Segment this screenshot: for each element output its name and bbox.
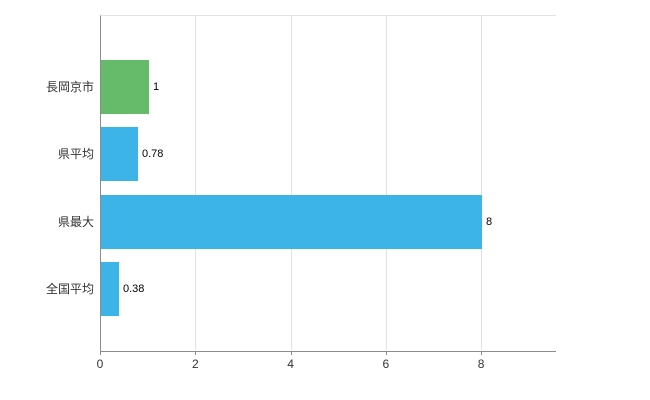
value-label: 1 bbox=[153, 80, 160, 93]
category-label: 全国平均 bbox=[45, 282, 94, 297]
bar bbox=[101, 262, 119, 317]
x-axis-tick bbox=[481, 351, 483, 355]
bar bbox=[101, 59, 149, 114]
value-label: 8 bbox=[486, 215, 493, 228]
x-tick-label: 0 bbox=[96, 357, 104, 371]
category-label: 県平均 bbox=[57, 147, 94, 162]
gridline-vertical bbox=[195, 16, 197, 350]
value-label: 0.38 bbox=[123, 283, 145, 296]
x-tick-label: 8 bbox=[477, 357, 485, 371]
x-axis-tick bbox=[385, 351, 387, 355]
x-tick-label: 2 bbox=[191, 357, 199, 371]
x-axis-tick bbox=[100, 351, 101, 355]
gridline-vertical bbox=[385, 16, 387, 350]
bar bbox=[101, 127, 138, 182]
bar bbox=[101, 194, 482, 249]
value-label: 0.78 bbox=[142, 148, 164, 161]
gridline-vertical bbox=[290, 16, 292, 350]
category-label: 長岡京市 bbox=[45, 79, 94, 94]
plot-area bbox=[100, 15, 556, 352]
category-label: 県最大 bbox=[57, 214, 94, 229]
x-axis-tick bbox=[290, 351, 292, 355]
x-axis-tick bbox=[195, 351, 197, 355]
x-tick-label: 4 bbox=[287, 357, 294, 371]
x-tick-label: 6 bbox=[382, 357, 390, 371]
gridline-vertical bbox=[481, 16, 483, 350]
